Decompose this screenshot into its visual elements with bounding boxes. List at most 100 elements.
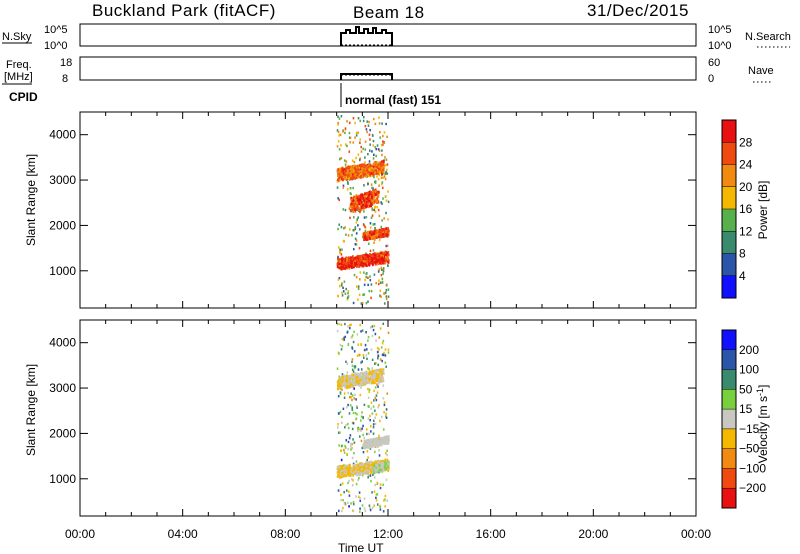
data-cell [365, 371, 368, 375]
data-cell [362, 356, 365, 359]
data-cell [382, 143, 384, 146]
data-cell [371, 367, 373, 370]
data-cell [351, 427, 354, 431]
data-cell [384, 229, 387, 233]
colorbar-swatch [722, 209, 736, 232]
data-cell [364, 278, 366, 282]
data-cell [378, 371, 381, 375]
data-cell [360, 330, 362, 333]
data-cell [343, 451, 346, 454]
data-cell [362, 433, 364, 437]
data-cell [357, 429, 359, 433]
data-cell [365, 331, 367, 334]
data-cell [340, 449, 342, 452]
velocity-colorbar-label-end: ] [756, 385, 770, 388]
data-cell [372, 249, 375, 252]
data-cell [369, 461, 372, 465]
power-frame [79, 111, 697, 309]
data-cell [345, 176, 348, 179]
data-cell [367, 182, 369, 186]
data-cell [372, 230, 375, 234]
data-cell [380, 252, 382, 255]
data-cell [347, 295, 350, 298]
ytick-label: 1000 [49, 472, 76, 486]
data-cell [356, 218, 359, 221]
data-cell [376, 260, 379, 264]
data-cell [336, 265, 339, 268]
data-cell [370, 170, 373, 173]
data-cell [383, 401, 386, 404]
data-cell [380, 376, 383, 379]
data-cell [379, 379, 381, 382]
data-cell [357, 298, 359, 301]
data-cell [338, 172, 341, 176]
data-cell [337, 470, 340, 473]
data-cell [382, 510, 385, 513]
data-cell [371, 438, 374, 442]
ytick-label: 2000 [49, 426, 76, 440]
data-cell [352, 370, 355, 373]
data-cell [355, 239, 358, 242]
data-cell [361, 255, 364, 259]
data-cell [349, 228, 351, 231]
data-cell [373, 196, 376, 199]
data-cell [363, 443, 365, 447]
data-cell [355, 482, 358, 486]
data-cell [347, 292, 349, 295]
data-cell [348, 207, 351, 210]
data-cell [352, 465, 355, 468]
data-cell [384, 172, 387, 175]
data-cell [353, 377, 356, 381]
data-cell [364, 343, 367, 347]
data-cell [347, 167, 350, 170]
data-cell [381, 186, 384, 190]
data-cell [368, 120, 370, 124]
data-cell [370, 236, 372, 240]
data-cell [348, 169, 351, 173]
data-cell [354, 262, 356, 265]
data-cell [381, 172, 383, 175]
data-cell [349, 434, 352, 437]
data-cell [336, 329, 339, 333]
data-cell [375, 493, 378, 496]
data-cell [381, 415, 383, 419]
data-cell [355, 173, 358, 177]
data-cell [369, 143, 372, 146]
data-cell [367, 469, 370, 472]
data-cell [348, 259, 351, 263]
data-cell [361, 463, 364, 467]
data-cell [362, 472, 365, 476]
data-cell [345, 174, 348, 177]
freq-label-2: [MHz] [4, 71, 33, 83]
data-cell [385, 258, 388, 262]
data-cell [373, 324, 376, 328]
data-cell [374, 438, 376, 442]
data-cell [367, 300, 369, 303]
data-cell [374, 263, 377, 266]
data-cell [355, 405, 358, 408]
data-cell [343, 448, 345, 452]
data-cell [372, 157, 375, 160]
data-cell [338, 322, 341, 326]
data-cell [353, 273, 356, 277]
freq-label-1: Freq. [6, 59, 32, 71]
data-cell [386, 465, 389, 468]
data-cell [380, 374, 383, 378]
data-cell [354, 208, 357, 211]
data-cell [351, 368, 354, 371]
data-cell [366, 130, 368, 134]
data-cell [345, 263, 348, 266]
data-cell [379, 441, 382, 445]
data-cell [359, 470, 362, 474]
data-cell [362, 353, 365, 357]
data-cell [375, 169, 378, 172]
data-cell [382, 258, 385, 262]
data-cell [341, 282, 343, 285]
data-cell [372, 399, 375, 402]
data-cell [367, 205, 369, 208]
data-cell [342, 130, 344, 133]
data-cell [377, 439, 380, 442]
data-cell [376, 493, 379, 496]
data-cell [362, 173, 365, 177]
colorbar-swatch [722, 253, 736, 276]
